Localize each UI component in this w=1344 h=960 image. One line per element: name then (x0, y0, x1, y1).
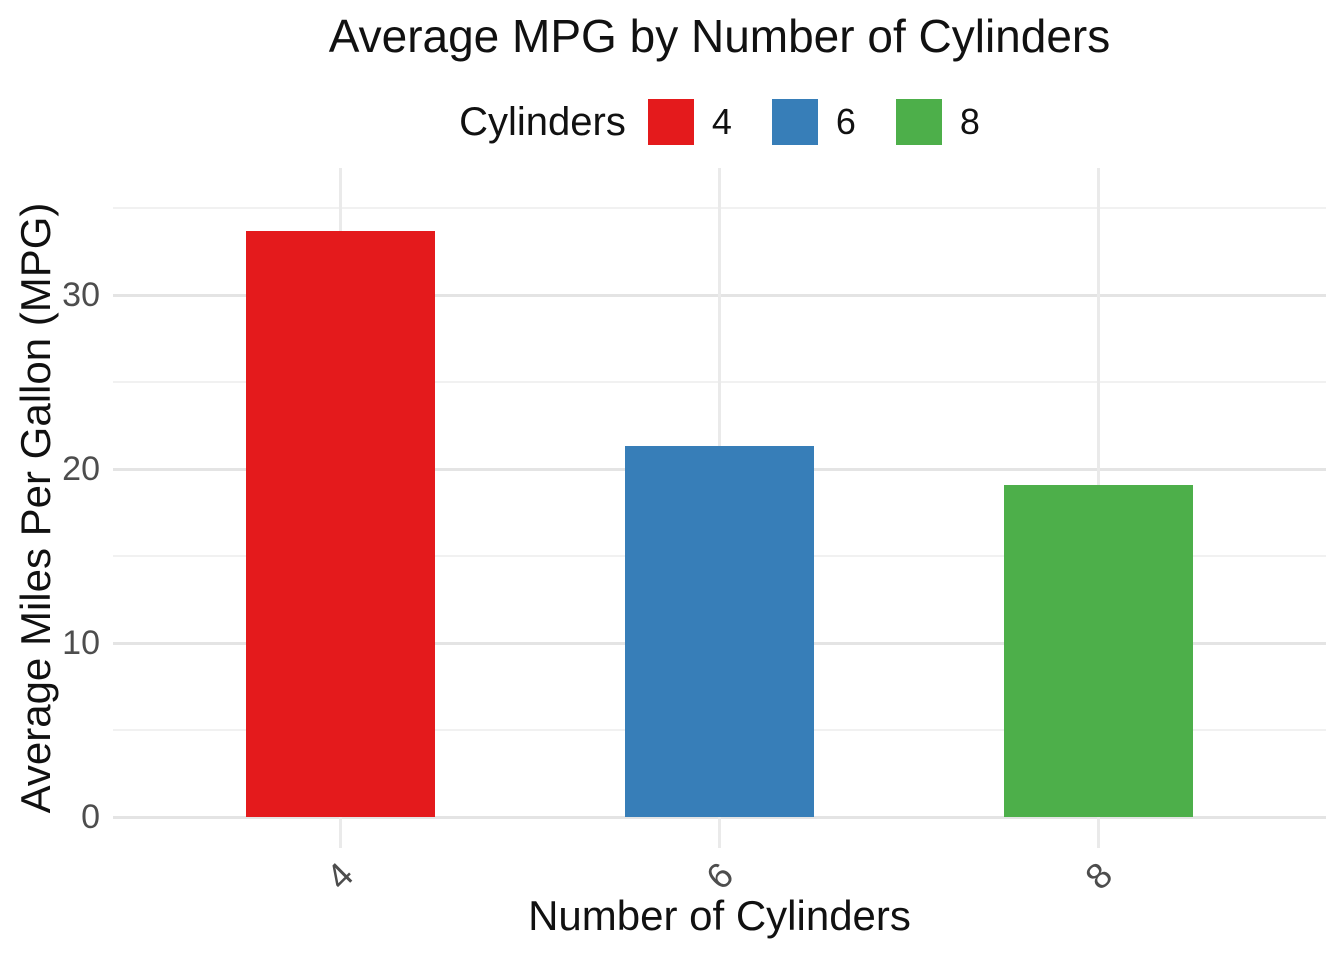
chart-title: Average MPG by Number of Cylinders (328, 10, 1111, 62)
y-axis-tick-label: 0 (81, 798, 100, 836)
legend-item-label: 8 (959, 101, 980, 142)
y-axis-title: Average Miles Per Gallon (MPG) (12, 202, 59, 814)
legend-item-label: 6 (835, 101, 856, 142)
plot-panel (113, 168, 1326, 848)
bar-cyl-8 (1004, 484, 1194, 817)
bar-cyl-6 (625, 446, 814, 817)
y-axis-tick-label: 20 (62, 450, 100, 488)
legend-swatch-icon (771, 99, 818, 145)
legend-swatch-icon (895, 99, 942, 145)
x-axis-title: Number of Cylinders (528, 892, 911, 939)
legend-item: 6 (771, 99, 856, 145)
y-axis-tick-label: 10 (62, 624, 100, 662)
legend: Cylinders 4 6 8 (113, 94, 1326, 150)
legend-item: 4 (647, 99, 732, 145)
legend-item-label: 4 (711, 101, 732, 142)
legend-title: Cylinders (459, 99, 626, 144)
legend-swatch-icon (647, 99, 694, 145)
y-axis-tick-label: 30 (62, 276, 100, 314)
legend-item: 8 (895, 99, 980, 145)
legend-items: 4 6 8 (647, 99, 980, 145)
bar-cyl-4 (245, 230, 435, 817)
